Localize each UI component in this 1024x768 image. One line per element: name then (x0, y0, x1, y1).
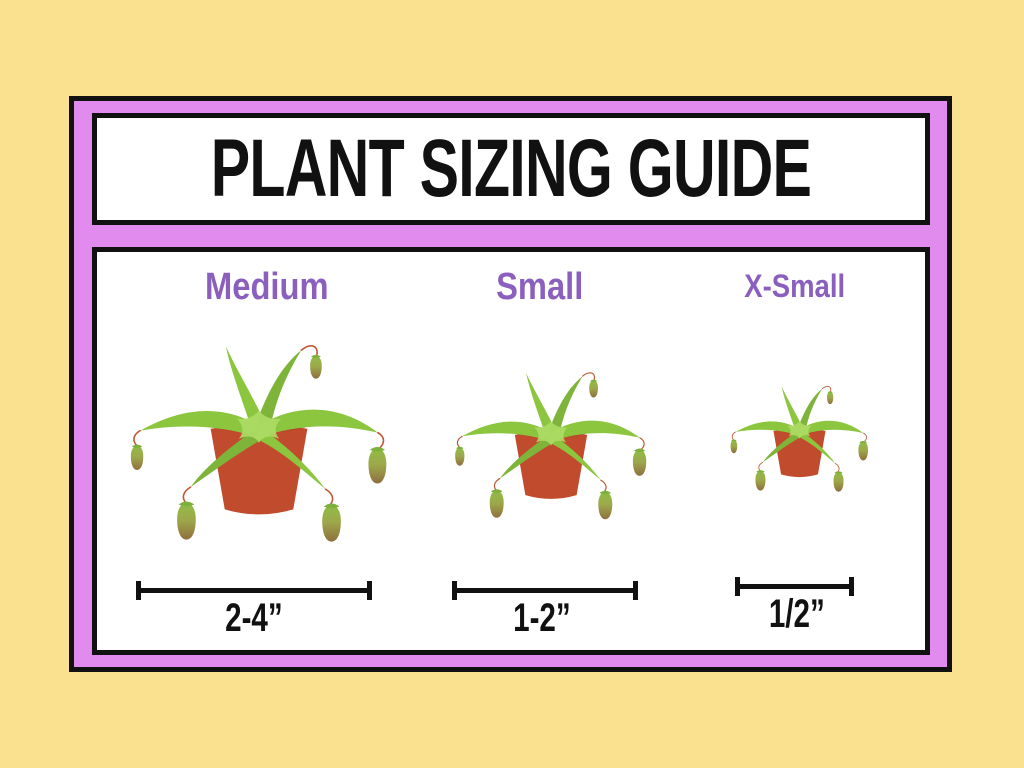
measure-line-xsmall (735, 577, 854, 596)
title-box: PLANT SIZING GUIDE (92, 113, 930, 225)
plant-illustration-medium (128, 334, 390, 556)
plant-illustration-xsmall (729, 380, 870, 499)
range-label-small: 1-2” (513, 596, 571, 640)
pitcher-plant-icon (729, 380, 870, 499)
range-label-medium: 2-4” (225, 596, 283, 640)
pitcher-plant-icon (453, 364, 649, 530)
measure-line-small (452, 581, 638, 600)
range-label-xsmall: 1/2” (769, 592, 825, 636)
size-label-medium: Medium (205, 266, 329, 308)
size-label-small: Small (496, 266, 584, 308)
measure-line-medium (136, 581, 372, 600)
content-box: Medium Small X-Small 2-4” 1-2” 1/2” (92, 247, 930, 655)
size-label-xsmall: X-Small (744, 268, 846, 304)
plant-illustration-small (453, 364, 649, 530)
page-title: PLANT SIZING GUIDE (210, 123, 812, 214)
pitcher-plant-icon (128, 334, 390, 556)
